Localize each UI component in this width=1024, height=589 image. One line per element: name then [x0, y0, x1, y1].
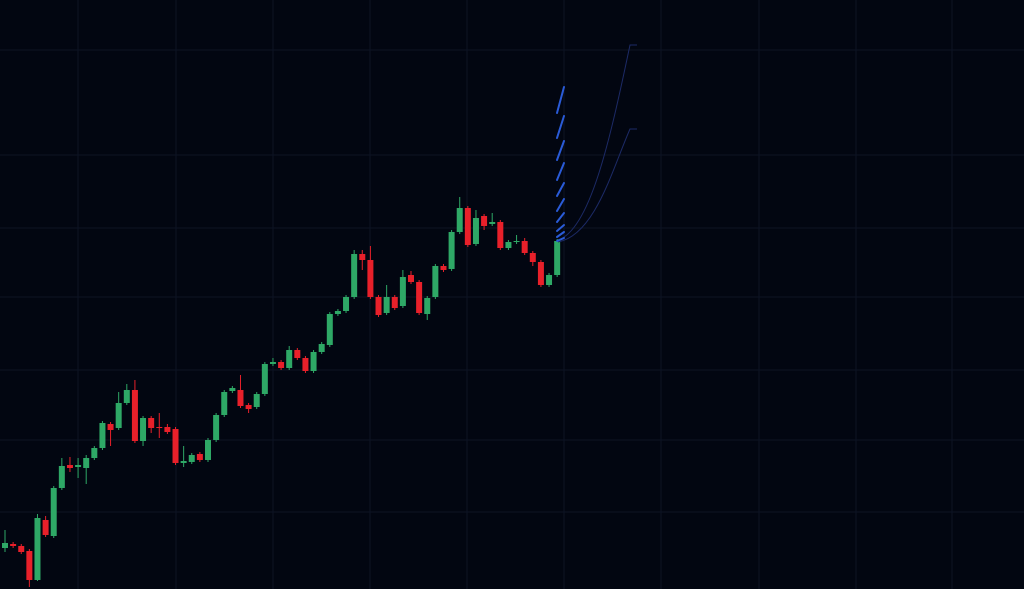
candle-body — [318, 344, 325, 352]
candle-body — [286, 350, 293, 368]
candle-body — [408, 275, 414, 282]
candle-body — [489, 222, 496, 224]
candle-body — [278, 362, 285, 368]
candle-body — [269, 362, 276, 364]
candle-body — [180, 461, 187, 463]
projection-strokes — [556, 86, 565, 242]
candle-body — [229, 388, 236, 391]
candle-body — [537, 262, 544, 285]
candle-body — [172, 429, 179, 463]
candle-body — [375, 297, 382, 315]
candle-body — [326, 314, 333, 345]
candle-body — [221, 392, 228, 415]
candle-body — [50, 488, 57, 536]
candle-body — [58, 466, 65, 488]
candle-body — [521, 241, 528, 253]
candle-body — [188, 455, 195, 462]
candle-body — [34, 518, 41, 580]
candle-body — [164, 427, 171, 432]
candle-body — [472, 218, 479, 244]
candle-body — [196, 454, 203, 460]
candles — [2, 197, 561, 587]
candle-body — [334, 311, 341, 314]
candle-body — [107, 424, 114, 430]
candle-body — [481, 216, 488, 226]
candle-body — [205, 440, 211, 460]
candle-body — [115, 403, 122, 428]
candle-body — [66, 465, 73, 468]
candle-body — [237, 390, 244, 406]
candle-body — [440, 266, 447, 270]
candle-body — [432, 266, 439, 297]
candle-body — [464, 208, 471, 245]
candle-body — [302, 358, 309, 371]
candle-body — [529, 253, 536, 262]
candle-body — [2, 543, 8, 548]
candle-body — [245, 405, 252, 409]
projection-curves — [557, 44, 637, 243]
candle-body — [253, 394, 260, 407]
candle-body — [424, 298, 431, 314]
candle-body — [83, 458, 90, 468]
candle-body — [351, 254, 358, 297]
candle-body — [10, 544, 17, 546]
candle-body — [554, 241, 561, 275]
candle-body — [213, 415, 220, 440]
candle-body — [383, 297, 390, 313]
candle-body — [343, 297, 350, 311]
candle-body — [42, 520, 49, 535]
candle-body — [99, 423, 106, 448]
candle-body — [359, 254, 366, 260]
candle-body — [26, 551, 33, 580]
candle-body — [156, 427, 163, 428]
candle-body — [148, 418, 155, 428]
candle-body — [497, 222, 504, 248]
candle-body — [18, 546, 25, 552]
candle-body — [505, 242, 512, 248]
candle-body — [261, 364, 268, 394]
candle-body — [123, 390, 130, 403]
candle-body — [416, 282, 423, 313]
candle-body — [131, 390, 138, 441]
candle-body — [456, 208, 463, 232]
candle-body — [399, 277, 406, 306]
candle-body — [294, 350, 301, 358]
candle-body — [91, 448, 98, 458]
candle-body — [310, 352, 317, 371]
candle-body — [367, 260, 374, 297]
candle-body — [546, 275, 553, 285]
candle-body — [75, 465, 82, 467]
candle-body — [513, 241, 520, 242]
candle-body — [391, 297, 398, 308]
candle-body — [140, 418, 147, 441]
candle-body — [448, 232, 455, 269]
